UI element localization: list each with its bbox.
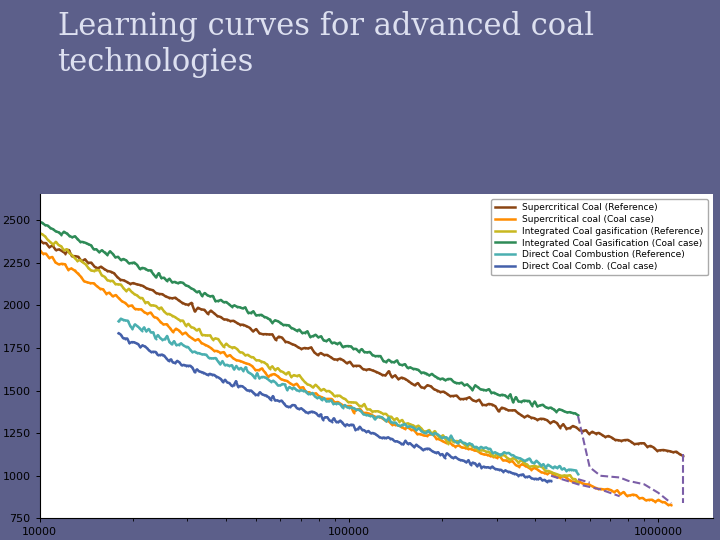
Direct Coal Comb. (Coal case) (114, 330, 123, 336)
Integrated Coal Gasification (Coal case) (135, 266, 144, 272)
Direct Coal Combustion (Reference) (114, 318, 123, 325)
Supercritical Coal (Reference) (61, 250, 70, 256)
Direct Coal Combustion (Reference) (144, 326, 153, 332)
Supercritical Coal (Reference) (74, 254, 83, 260)
Supercritical Coal (Reference) (207, 307, 215, 314)
Direct Coal Combustion (Reference) (202, 352, 211, 358)
Direct Coal Comb. (Coal case) (194, 368, 203, 375)
Integrated Coal Gasification (Coal case) (57, 231, 66, 238)
Integrated Coal Gasification (Coal case) (68, 234, 76, 240)
Integrated Coal gasification (Reference) (68, 252, 76, 259)
Direct Coal Comb. (Coal case) (230, 382, 238, 388)
Supercritical coal (Coal case) (667, 502, 675, 508)
Supercritical Coal (Reference) (678, 453, 687, 459)
Supercritical coal (Coal case) (73, 270, 82, 276)
Integrated Coal Gasification (Coal case) (546, 404, 555, 411)
Integrated Coal gasification (Reference) (546, 469, 555, 475)
Line: Direct Coal Combustion (Reference): Direct Coal Combustion (Reference) (117, 318, 579, 475)
Integrated Coal Gasification (Coal case) (574, 412, 582, 418)
Integrated Coal Gasification (Coal case) (35, 219, 44, 225)
Supercritical Coal (Reference) (35, 237, 44, 243)
Supercritical coal (Coal case) (153, 315, 161, 321)
Integrated Coal gasification (Reference) (35, 230, 44, 237)
Supercritical coal (Coal case) (635, 495, 644, 502)
Direct Coal Comb. (Coal case) (132, 340, 140, 346)
Direct Coal Combustion (Reference) (135, 325, 144, 331)
Text: Learning curves for advanced coal
technologies: Learning curves for advanced coal techno… (58, 11, 593, 78)
Direct Coal Comb. (Coal case) (542, 478, 551, 485)
Direct Coal Combustion (Reference) (574, 471, 582, 477)
Direct Coal Comb. (Coal case) (140, 343, 149, 349)
Supercritical Coal (Reference) (646, 443, 654, 449)
Supercritical coal (Coal case) (204, 343, 212, 349)
Direct Coal Combustion (Reference) (553, 465, 562, 471)
Supercritical coal (Coal case) (35, 247, 44, 253)
Integrated Coal gasification (Reference) (574, 480, 582, 487)
Integrated Coal Gasification (Coal case) (528, 402, 536, 409)
Integrated Coal gasification (Reference) (179, 318, 187, 324)
Direct Coal Comb. (Coal case) (510, 470, 518, 477)
Line: Integrated Coal gasification (Reference): Integrated Coal gasification (Reference) (39, 232, 579, 484)
Supercritical coal (Coal case) (613, 487, 621, 494)
Legend: Supercritical Coal (Reference), Supercritical coal (Coal case), Integrated Coal : Supercritical Coal (Reference), Supercri… (491, 199, 708, 275)
Line: Supercritical Coal (Reference): Supercritical Coal (Reference) (39, 239, 684, 457)
Line: Supercritical coal (Coal case): Supercritical coal (Coal case) (39, 249, 672, 506)
Integrated Coal gasification (Reference) (135, 294, 144, 301)
Direct Coal Combustion (Reference) (536, 462, 545, 469)
Supercritical coal (Coal case) (60, 261, 69, 267)
Integrated Coal Gasification (Coal case) (179, 280, 187, 286)
Line: Direct Coal Comb. (Coal case): Direct Coal Comb. (Coal case) (117, 332, 552, 483)
Direct Coal Comb. (Coal case) (546, 478, 555, 484)
Direct Coal Combustion (Reference) (117, 315, 125, 322)
Direct Coal Comb. (Coal case) (525, 473, 534, 480)
Direct Coal Combustion (Reference) (239, 368, 248, 374)
Integrated Coal gasification (Reference) (528, 463, 536, 469)
Integrated Coal gasification (Reference) (57, 243, 66, 249)
Supercritical Coal (Reference) (155, 291, 163, 297)
Line: Integrated Coal Gasification (Coal case): Integrated Coal Gasification (Coal case) (39, 221, 579, 416)
Supercritical Coal (Reference) (624, 437, 632, 443)
